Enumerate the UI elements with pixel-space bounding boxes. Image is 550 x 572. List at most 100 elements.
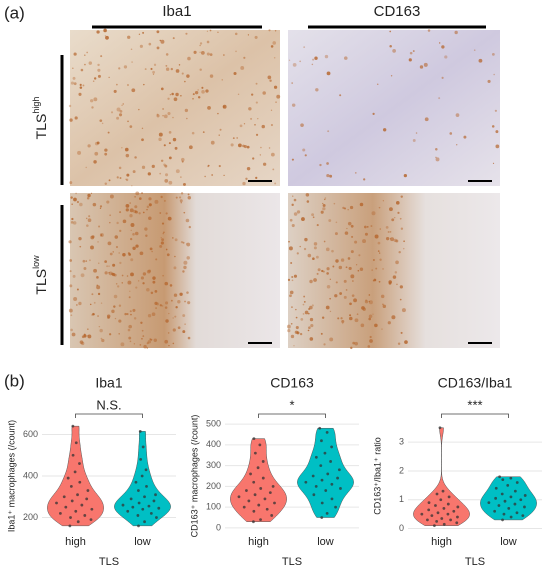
speckle <box>125 178 129 182</box>
speckle <box>147 314 152 318</box>
speckle <box>349 314 352 317</box>
speckle <box>153 338 158 342</box>
speckle <box>397 211 400 214</box>
data-point <box>62 495 66 499</box>
speckle <box>96 276 99 279</box>
significance-label: * <box>289 397 294 412</box>
significance-bracket <box>258 413 326 418</box>
speckle <box>156 46 160 50</box>
speckle <box>369 339 373 343</box>
speckle <box>150 67 153 70</box>
speckle <box>165 53 169 56</box>
speckle <box>116 176 119 179</box>
y-axis-label: CD163⁺ macrophages (/count) <box>189 415 199 538</box>
speckle <box>173 266 177 270</box>
speckle <box>132 246 136 251</box>
speckle <box>127 35 131 39</box>
data-point <box>436 511 440 515</box>
speckle <box>129 214 133 218</box>
speckle <box>87 334 92 339</box>
speckle <box>116 116 120 120</box>
data-point <box>339 487 342 490</box>
speckle <box>184 323 186 325</box>
data-point <box>493 509 497 513</box>
speckle <box>104 35 107 37</box>
speckle <box>82 259 86 263</box>
speckle <box>97 68 101 72</box>
speckle <box>173 293 178 297</box>
x-tick-label: low <box>500 536 517 548</box>
data-point <box>312 493 316 497</box>
speckle <box>378 280 381 283</box>
speckle <box>125 203 130 208</box>
data-point <box>141 507 145 511</box>
data-point <box>253 451 257 455</box>
speckle <box>295 326 299 330</box>
speckle <box>217 112 219 115</box>
data-point <box>501 518 504 522</box>
speckle <box>131 88 136 93</box>
speckle <box>186 242 191 247</box>
speckle <box>116 107 121 112</box>
speckle <box>131 185 133 187</box>
speckle <box>301 217 305 221</box>
data-point <box>447 495 451 499</box>
data-point <box>521 514 525 517</box>
speckle <box>93 77 97 80</box>
speckle <box>204 175 206 178</box>
speckle <box>473 49 476 51</box>
speckle <box>222 104 227 109</box>
speckle <box>307 253 312 258</box>
speckle <box>154 199 159 204</box>
data-point <box>252 520 255 524</box>
speckle <box>178 196 182 199</box>
speckle <box>114 235 119 239</box>
data-point <box>155 516 158 519</box>
speckle <box>324 197 327 199</box>
speckle <box>92 202 97 207</box>
speckle <box>201 90 205 94</box>
speckle <box>389 237 392 240</box>
speckle <box>288 59 291 61</box>
speckle <box>88 215 91 218</box>
speckle <box>119 211 122 214</box>
speckle <box>302 303 305 306</box>
speckle <box>463 135 467 139</box>
speckle <box>153 63 157 66</box>
speckle <box>141 192 143 195</box>
speckle <box>106 265 109 268</box>
speckle <box>296 252 299 255</box>
speckle <box>125 153 130 158</box>
speckle <box>349 316 353 321</box>
speckle <box>350 346 353 350</box>
speckle <box>326 162 329 165</box>
speckle <box>275 101 277 103</box>
speckle <box>303 295 306 298</box>
speckle <box>243 56 246 59</box>
speckle <box>70 328 73 332</box>
speckle <box>273 85 278 89</box>
speckle <box>129 202 131 204</box>
data-point <box>258 443 262 447</box>
speckle <box>170 299 173 302</box>
x-axis-label: TLS <box>99 556 119 568</box>
speckle <box>337 317 340 320</box>
speckle <box>160 39 165 44</box>
speckle <box>181 160 184 163</box>
data-point <box>319 464 323 468</box>
speckle <box>116 83 118 86</box>
speckle <box>118 67 121 70</box>
speckle <box>312 58 315 61</box>
speckle <box>219 128 222 131</box>
speckle <box>124 147 129 152</box>
data-point <box>259 518 262 522</box>
data-point <box>141 445 145 449</box>
speckle <box>100 234 103 237</box>
speckle <box>118 113 123 117</box>
speckle <box>103 28 107 33</box>
speckle <box>104 148 108 152</box>
speckle <box>289 290 294 295</box>
violin <box>480 476 537 521</box>
speckle <box>254 124 256 126</box>
